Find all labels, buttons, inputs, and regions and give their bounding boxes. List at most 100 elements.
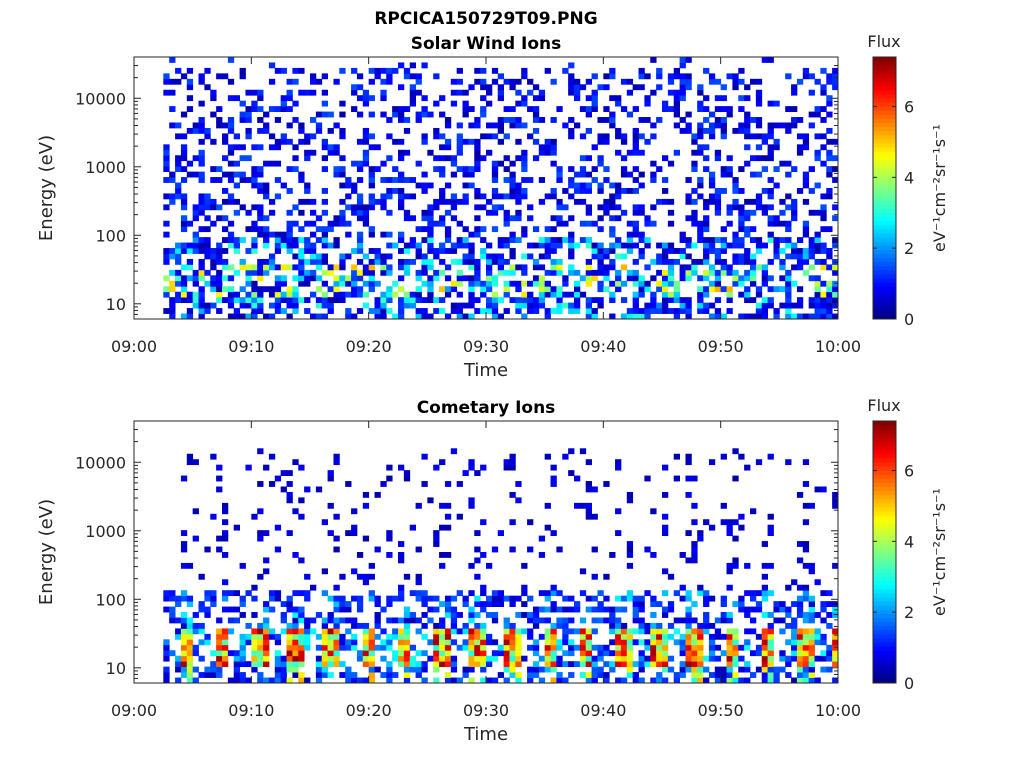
spectrogram-cell [415,182,422,189]
spectrogram-cell [233,182,240,189]
colorbar-segment [873,470,896,475]
spectrogram-cell [274,308,282,314]
spectrogram-cell [339,258,346,265]
spectrogram-cell [398,264,405,271]
spectrogram-cell [268,453,276,460]
spectrogram-cell [286,122,293,129]
spectrogram-cell [268,253,276,260]
spectrogram-cell [685,666,692,673]
spectrogram-cell [368,633,375,640]
spectrogram-cell [198,302,205,309]
spectrogram-cell [163,73,170,80]
spectrogram-cell [662,650,669,657]
spectrogram-cell [462,100,469,107]
spectrogram-cell [726,220,733,227]
spectrogram-cell [286,530,293,537]
spectrogram-cell [767,666,774,673]
spectrogram-cell [609,280,616,287]
spectrogram-cell [345,677,352,684]
spectrogram-cell [638,133,645,140]
spectrogram-cell [398,661,405,668]
spectrogram-cell [732,280,739,287]
spectrogram-cell [826,111,833,118]
spectrogram-cell [362,622,370,629]
spectrogram-cell [409,193,416,200]
spectrogram-cell [444,237,452,243]
spectrogram-cell [268,231,276,238]
spectrogram-cell [556,308,563,314]
spectrogram-cell [175,160,182,167]
spectrogram-cell [286,248,293,254]
spectrogram-cell [796,248,804,254]
spectrogram-cell [732,475,739,482]
spectrogram-cell [644,655,651,662]
spectrogram-cell [280,138,287,145]
spectrogram-cell [456,258,463,265]
spectrogram-cell [673,639,680,646]
spectrogram-cell [315,677,323,684]
spectrogram-cell [251,280,258,287]
colorbar-segment [873,265,896,271]
spectrogram-cell [550,248,557,254]
spectrogram-cell [268,62,276,69]
y-tick-label: 1000 [85,158,126,177]
spectrogram-cell [486,258,493,265]
spectrogram-cell [368,133,375,140]
spectrogram-cell [779,220,786,227]
spectrogram-cell [585,486,592,493]
spectrogram-cell [304,280,311,287]
spectrogram-cell [562,622,569,629]
colorbar-tick-label: 2 [904,603,914,622]
spectrogram-cell [644,220,651,227]
spectrogram-cell [767,650,774,657]
spectrogram-cell [251,633,258,640]
spectrogram-cell [216,258,223,265]
spectrogram-cell [521,590,528,597]
spectrogram-cell [450,280,458,287]
spectrogram-cell [732,633,739,640]
spectrogram-cell [585,188,592,194]
spectrogram-cell [380,160,387,167]
spectrogram-cell [227,57,235,63]
colorbar-segment [873,188,896,193]
colorbar-segment [873,482,896,487]
spectrogram-cell [327,226,334,233]
spectrogram-cell [708,237,716,243]
spectrogram-cell [456,612,463,618]
spectrogram-cell [755,264,763,271]
spectrogram-cell [468,302,475,309]
spectrogram-cell [433,666,440,673]
spectrogram-cell [474,612,481,618]
spectrogram-cell [398,644,405,651]
spectrogram-cell [186,672,194,678]
spectrogram-cell [444,231,452,238]
spectrogram-cell [368,639,375,646]
spectrogram-cell [462,672,469,678]
spectrogram-cell [568,606,575,613]
spectrogram-cell [609,552,616,558]
spectrogram-cell [697,193,704,200]
spectrogram-cell [550,677,557,684]
spectrogram-cell [773,242,780,249]
spectrogram-cell [450,193,458,200]
spectrogram-cell [808,612,815,618]
spectrogram-cell [650,122,657,129]
colorbar-title: Flux [867,396,900,415]
spectrogram-cell [796,661,804,668]
spectrogram-cell [503,628,510,635]
spectrogram-cell [321,291,328,298]
spectrogram-cell [274,106,282,112]
spectrogram-cell [444,138,452,145]
spectrogram-cell [826,286,833,293]
colorbar-segment [873,654,896,659]
colorbar-tick-label: 6 [904,98,914,117]
spectrogram-cell [444,481,452,487]
spectrogram-cell [832,491,839,498]
spectrogram-cell [333,215,340,222]
spectrogram-cell [486,595,493,602]
spectrogram-cell [568,253,575,260]
spectrogram-cell [497,160,504,167]
spectrogram-cell [386,644,393,651]
spectrogram-cell [233,524,240,531]
spectrogram-cell [175,661,182,668]
